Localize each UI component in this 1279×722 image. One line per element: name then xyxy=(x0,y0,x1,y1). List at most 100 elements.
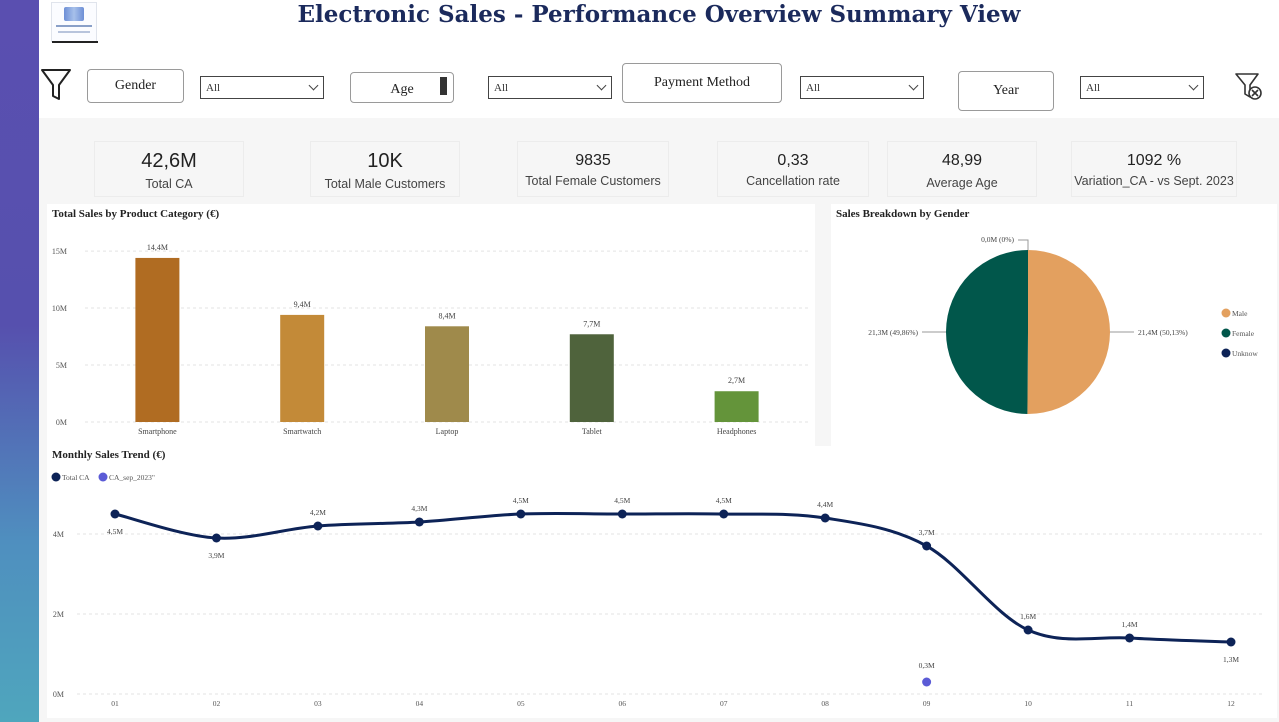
payment-dropdown[interactable]: All xyxy=(800,76,924,99)
kpi-label: Cancellation rate xyxy=(746,174,840,188)
kpi-card-average-age: 48,99 Average Age xyxy=(887,141,1037,197)
gender-dropdown-value: All xyxy=(206,82,221,94)
x-tick-label: 06 xyxy=(619,699,627,708)
payment-filter-label: Payment Method xyxy=(653,75,751,90)
x-tick-label: Headphones xyxy=(717,427,757,436)
leader-line xyxy=(1018,239,1029,250)
data-point xyxy=(516,509,526,519)
kpi-label: Average Age xyxy=(926,176,998,190)
pie-chart-panel: Sales Breakdown by Gender 21,4M (50,13%)… xyxy=(831,204,1277,446)
data-label: 3,9M xyxy=(208,551,224,560)
data-label: 1,4M xyxy=(1122,620,1138,629)
chevron-down-icon xyxy=(1188,80,1199,91)
pie-chart: 21,4M (50,13%) 21,3M (49,86%) 0,0M (0%) Mal… xyxy=(868,235,1258,414)
data-label: 4,5M xyxy=(716,496,732,505)
data-point xyxy=(617,509,627,519)
y-tick-label: 5M xyxy=(56,361,67,370)
y-tick-label: 2M xyxy=(53,610,64,619)
bar-value-label: 8,4M xyxy=(438,311,455,320)
payment-dropdown-value: All xyxy=(806,82,821,94)
data-point xyxy=(922,541,932,551)
x-tick-label: 03 xyxy=(314,699,322,708)
x-tick-label: Smartphone xyxy=(138,427,177,436)
bar-value-label: 7,7M xyxy=(583,319,600,328)
data-point xyxy=(110,509,120,519)
age-dropdown-value: All xyxy=(494,82,509,94)
legend-marker xyxy=(51,472,61,482)
filter-bar: Gender All Age All Payment Method All Ye… xyxy=(39,56,1279,116)
slice-label-unknown: 0,0M (0%) xyxy=(981,235,1014,244)
kpi-value: 42,6M xyxy=(141,150,197,172)
legend-marker xyxy=(98,472,108,482)
data-point xyxy=(1023,625,1033,635)
kpi-card-cancellation-rate: 0,33 Cancellation rate xyxy=(717,141,869,197)
chevron-down-icon xyxy=(308,80,319,91)
side-stripe xyxy=(0,0,39,722)
company-logo xyxy=(51,2,98,43)
y-tick-label: 15M xyxy=(52,247,67,256)
y-tick-label: 0M xyxy=(56,418,67,427)
bar-smartwatch xyxy=(280,314,325,422)
line-chart-panel: Monthly Sales Trend (€) 0M 2M 4M 01 02 03 04 05… xyxy=(47,446,1277,718)
bar-chart-title: Total Sales by Product Category (€) xyxy=(52,208,220,220)
kpi-label: Variation_CA - vs Sept. 2023 xyxy=(1074,174,1234,188)
x-tick-label: 07 xyxy=(720,699,728,708)
x-tick-label: 05 xyxy=(517,699,525,708)
kpi-card-female-customers: 9835 Total Female Customers xyxy=(517,141,669,197)
bar-tablet xyxy=(569,334,614,422)
data-point xyxy=(414,517,424,527)
x-tick-label: 02 xyxy=(213,699,221,708)
legend-label-male: Male xyxy=(1232,309,1248,318)
line-chart-title: Monthly Sales Trend (€) xyxy=(52,449,166,461)
payment-filter-button[interactable]: Payment Method xyxy=(622,63,782,103)
series-line-total-ca xyxy=(114,511,1232,644)
data-label: 0,3M xyxy=(919,661,935,670)
x-tick-label: 09 xyxy=(923,699,931,708)
age-filter-button[interactable]: Age xyxy=(350,72,454,103)
filter-icon[interactable] xyxy=(40,68,72,102)
data-label: 4,5M xyxy=(614,496,630,505)
x-tick-label: 10 xyxy=(1024,699,1032,708)
age-dropdown[interactable]: All xyxy=(488,76,612,99)
kpi-label: Total CA xyxy=(145,177,193,191)
data-label: 3,7M xyxy=(919,528,935,537)
bar-laptop xyxy=(425,326,469,422)
year-filter-button[interactable]: Year xyxy=(958,71,1054,111)
legend-label: CA_sep_2023" xyxy=(109,473,155,482)
bar-headphones xyxy=(714,391,759,422)
pie-slice-female xyxy=(945,250,1028,414)
age-slider-handle[interactable] xyxy=(440,77,447,95)
x-tick-label: 04 xyxy=(416,699,424,708)
bar-value-label: 9,4M xyxy=(294,300,311,309)
legend-marker xyxy=(1221,328,1231,338)
chevron-down-icon xyxy=(908,80,919,91)
y-tick-label: 0M xyxy=(53,690,64,699)
kpi-value: 48,99 xyxy=(941,152,983,169)
legend-marker xyxy=(1221,348,1231,358)
year-dropdown[interactable]: All xyxy=(1080,76,1204,99)
data-label: 1,3M xyxy=(1223,655,1239,664)
data-point-sep-2023 xyxy=(922,677,932,687)
y-tick-label: 10M xyxy=(52,304,67,313)
pie-slice-male xyxy=(1027,250,1110,414)
kpi-label: Total Male Customers xyxy=(324,177,446,191)
data-label: 1,6M xyxy=(1020,612,1036,621)
year-dropdown-value: All xyxy=(1086,82,1101,94)
clear-filters-icon[interactable] xyxy=(1234,72,1264,102)
bar-chart-panel: Total Sales by Product Category (€) 0M 5M… xyxy=(47,204,815,446)
header: Electronic Sales - Performance Overview … xyxy=(39,0,1279,50)
data-label: 4,2M xyxy=(310,508,326,517)
bar-value-label: 2,7M xyxy=(728,376,745,385)
legend-marker xyxy=(1221,308,1231,318)
data-label: 4,5M xyxy=(513,496,529,505)
legend-label-unknow: Unknow xyxy=(1232,349,1258,358)
data-label: 4,4M xyxy=(817,500,833,509)
gender-filter-button[interactable]: Gender xyxy=(87,69,184,103)
data-point xyxy=(1226,637,1236,647)
gender-dropdown[interactable]: All xyxy=(200,76,324,99)
data-label: 4,5M xyxy=(107,527,123,536)
slice-label-female: 21,3M (49,86%) xyxy=(868,328,918,337)
x-tick-label: Tablet xyxy=(582,427,603,436)
kpi-value: 1092 % xyxy=(1126,152,1182,169)
line-chart: 0M 2M 4M 01 02 03 04 05 06 07 08 09 10 11 12 Total CA CA… xyxy=(51,472,1262,708)
